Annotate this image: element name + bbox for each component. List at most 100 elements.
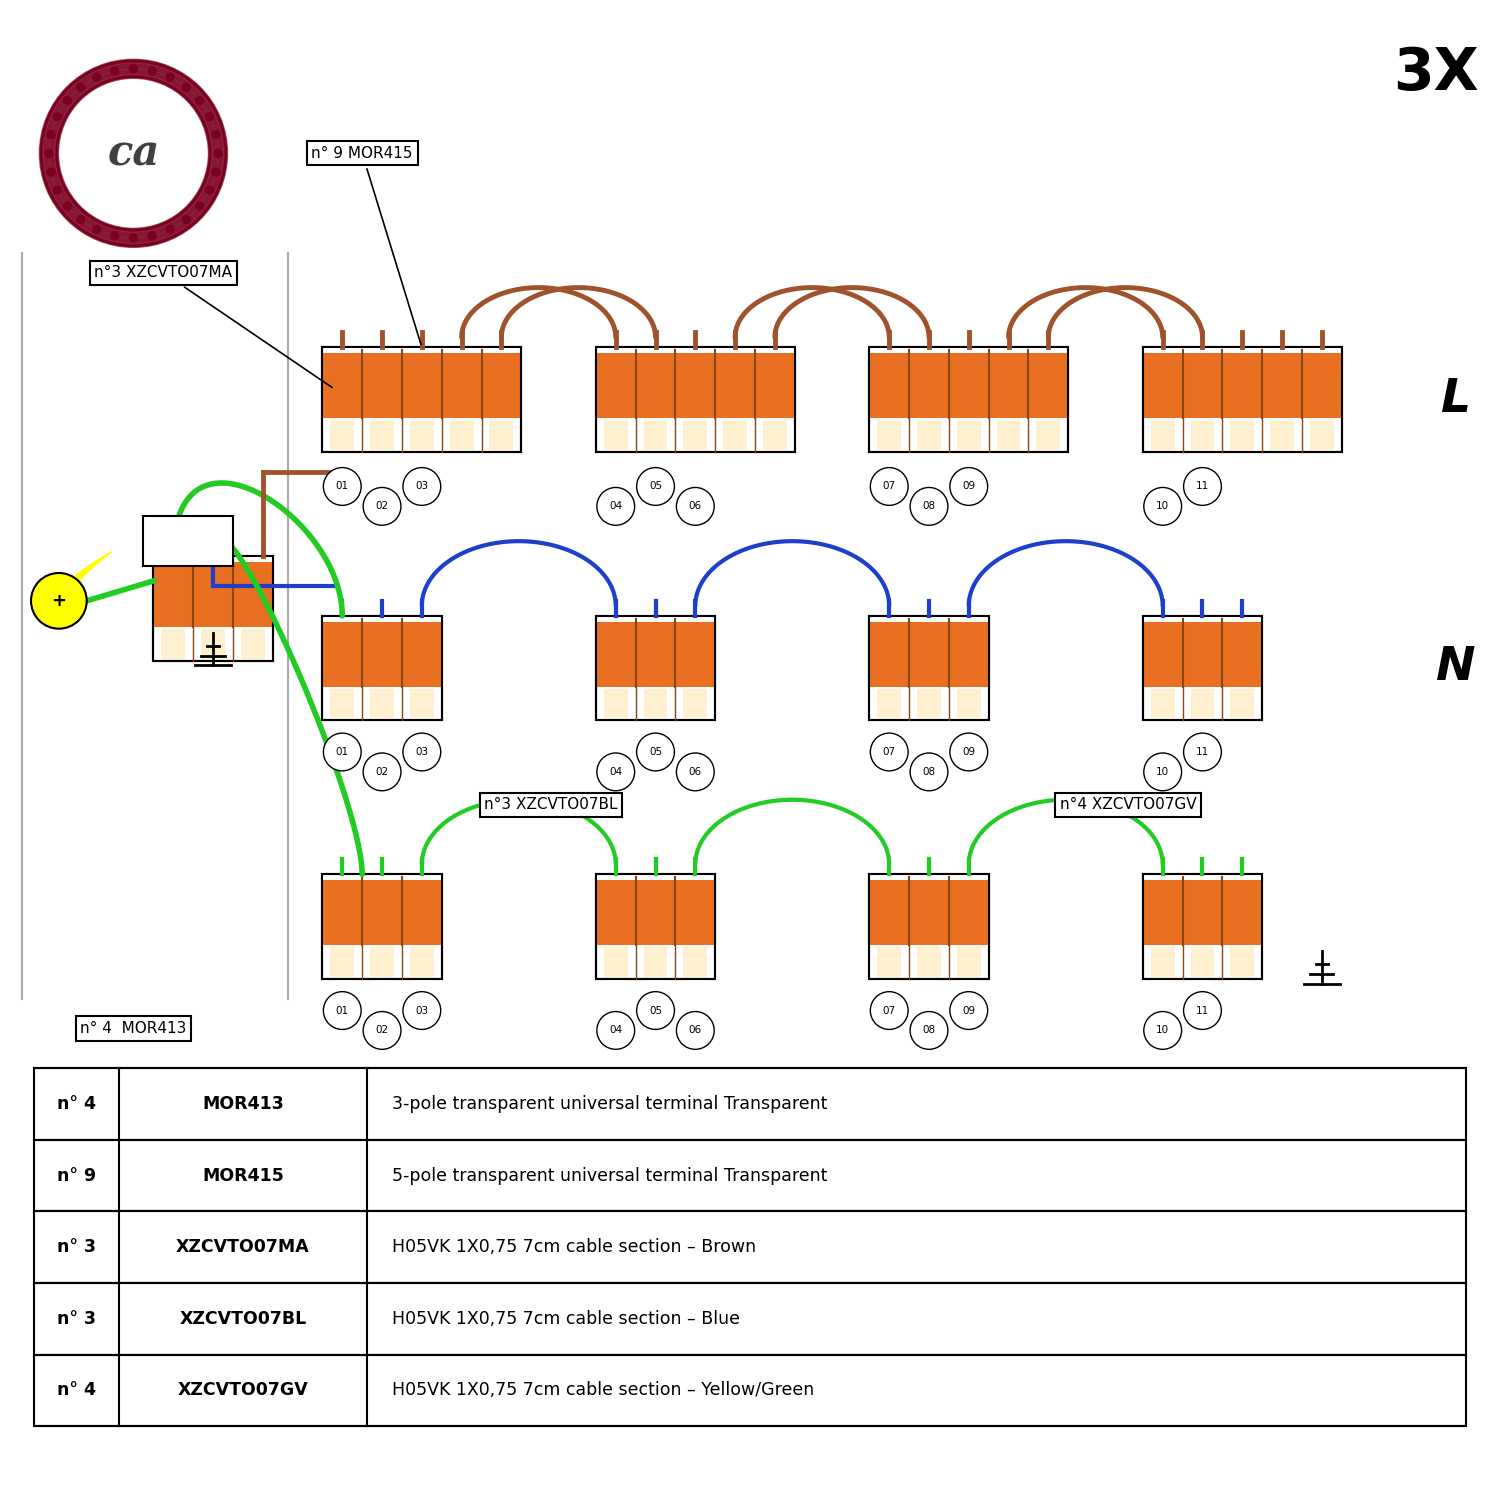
Bar bbox=[916, 688, 940, 718]
Text: 01: 01 bbox=[336, 747, 350, 758]
Bar bbox=[878, 420, 902, 450]
Circle shape bbox=[214, 150, 222, 158]
Bar bbox=[596, 348, 795, 352]
Text: 02: 02 bbox=[375, 501, 388, 512]
Bar bbox=[1150, 420, 1174, 450]
Circle shape bbox=[676, 753, 714, 790]
Bar bbox=[1143, 874, 1262, 978]
Text: n° 3: n° 3 bbox=[57, 1310, 96, 1328]
Bar bbox=[916, 948, 940, 976]
Bar bbox=[153, 556, 273, 627]
Bar bbox=[322, 874, 441, 880]
Bar bbox=[870, 874, 988, 880]
Bar bbox=[322, 348, 522, 418]
Text: n° 4: n° 4 bbox=[57, 1095, 96, 1113]
Text: 04: 04 bbox=[609, 766, 622, 777]
Bar bbox=[370, 688, 394, 718]
Circle shape bbox=[910, 753, 948, 790]
Bar bbox=[162, 628, 184, 658]
Text: 06: 06 bbox=[688, 501, 702, 512]
Circle shape bbox=[1144, 488, 1182, 525]
Bar bbox=[1150, 948, 1174, 976]
Bar bbox=[1270, 420, 1294, 450]
Text: 08: 08 bbox=[922, 501, 936, 512]
Text: 07: 07 bbox=[882, 482, 896, 492]
Bar bbox=[870, 874, 988, 978]
Bar bbox=[1191, 420, 1215, 450]
Bar bbox=[144, 516, 232, 566]
Circle shape bbox=[950, 992, 987, 1029]
Bar bbox=[1230, 948, 1254, 976]
Circle shape bbox=[195, 202, 204, 210]
Text: 07: 07 bbox=[882, 1005, 896, 1016]
Text: XZCVTO07GV: XZCVTO07GV bbox=[177, 1382, 308, 1400]
Bar bbox=[870, 348, 1068, 352]
Bar bbox=[370, 420, 394, 450]
Text: 05: 05 bbox=[650, 482, 662, 492]
Circle shape bbox=[46, 130, 56, 138]
Bar bbox=[870, 348, 1068, 418]
Bar bbox=[644, 948, 668, 976]
Circle shape bbox=[32, 573, 87, 628]
Bar bbox=[1310, 420, 1334, 450]
Circle shape bbox=[597, 1011, 634, 1050]
Text: 03: 03 bbox=[416, 747, 429, 758]
Circle shape bbox=[870, 992, 907, 1029]
Bar bbox=[322, 616, 441, 687]
Bar bbox=[870, 616, 988, 621]
Text: 5-pole transparent universal terminal Transparent: 5-pole transparent universal terminal Tr… bbox=[392, 1167, 828, 1185]
Circle shape bbox=[129, 234, 138, 242]
Bar bbox=[1143, 874, 1262, 880]
Circle shape bbox=[870, 468, 907, 506]
Bar bbox=[604, 688, 627, 718]
Bar bbox=[450, 420, 474, 450]
Text: n°3 XZCVTO07BL: n°3 XZCVTO07BL bbox=[484, 796, 618, 812]
Bar bbox=[1143, 616, 1262, 720]
Circle shape bbox=[206, 112, 213, 120]
Circle shape bbox=[950, 468, 987, 506]
Bar bbox=[870, 616, 988, 720]
Text: n°3 XZCVTO07MA: n°3 XZCVTO07MA bbox=[94, 266, 332, 387]
Bar bbox=[1230, 420, 1254, 450]
Bar bbox=[34, 1068, 1466, 1140]
Text: 04: 04 bbox=[609, 501, 622, 512]
Text: XZCVTO07BL: XZCVTO07BL bbox=[178, 1310, 306, 1328]
Bar bbox=[596, 348, 795, 418]
Bar bbox=[596, 616, 716, 720]
Circle shape bbox=[1184, 992, 1221, 1029]
Text: 09: 09 bbox=[962, 1005, 975, 1016]
Text: n°4 XZCVTO07GV: n°4 XZCVTO07GV bbox=[1059, 796, 1196, 812]
Circle shape bbox=[46, 168, 56, 176]
Text: 04: 04 bbox=[609, 1026, 622, 1035]
Bar bbox=[596, 616, 716, 621]
Bar bbox=[322, 348, 522, 452]
Circle shape bbox=[363, 1011, 401, 1050]
Bar bbox=[596, 874, 716, 978]
Circle shape bbox=[676, 488, 714, 525]
Bar bbox=[723, 420, 747, 450]
Text: 10: 10 bbox=[1156, 766, 1170, 777]
Bar bbox=[596, 874, 716, 880]
Circle shape bbox=[910, 488, 948, 525]
Bar bbox=[1150, 688, 1174, 718]
Bar bbox=[996, 420, 1020, 450]
Text: 11: 11 bbox=[1196, 1005, 1209, 1016]
Text: N: N bbox=[1437, 645, 1476, 690]
Text: +: + bbox=[51, 592, 66, 610]
Text: n° 4  MOR413: n° 4 MOR413 bbox=[81, 1022, 186, 1036]
Text: n° 9: n° 9 bbox=[57, 1167, 96, 1185]
Text: 08: 08 bbox=[922, 1026, 936, 1035]
Bar bbox=[596, 874, 716, 978]
Circle shape bbox=[166, 225, 174, 234]
Text: 06: 06 bbox=[688, 1026, 702, 1035]
Circle shape bbox=[54, 112, 62, 120]
Bar bbox=[870, 616, 988, 687]
Bar bbox=[764, 420, 788, 450]
Bar bbox=[153, 556, 273, 660]
Bar bbox=[1143, 874, 1262, 978]
Circle shape bbox=[324, 468, 362, 506]
Circle shape bbox=[1144, 753, 1182, 790]
Bar bbox=[322, 348, 522, 352]
Circle shape bbox=[63, 96, 72, 105]
Text: 3-pole transparent universal terminal Transparent: 3-pole transparent universal terminal Tr… bbox=[392, 1095, 828, 1113]
